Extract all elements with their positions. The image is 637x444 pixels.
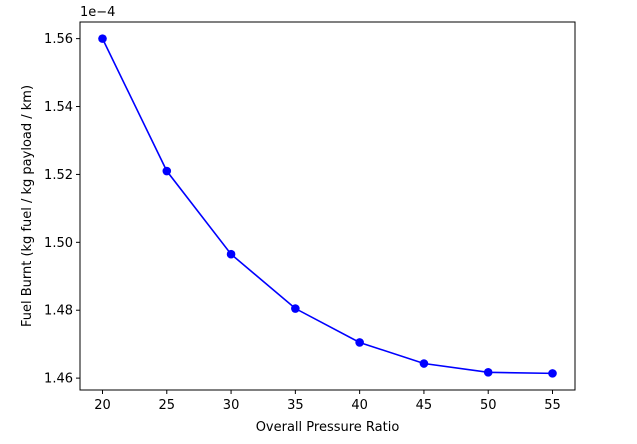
- plot-area: [80, 22, 575, 390]
- x-tick-label: 20: [94, 398, 111, 413]
- y-axis: 1.46 1.48 1.50 1.52 1.54 1.56: [44, 32, 80, 387]
- x-tick-label: 45: [416, 398, 433, 413]
- x-axis: 20 25 30 35 40 45 50 55: [94, 390, 561, 413]
- y-offset-label: 1e−4: [80, 5, 115, 20]
- x-tick-label: 30: [223, 398, 240, 413]
- y-tick-label: 1.50: [44, 236, 73, 251]
- data-point: [419, 359, 429, 368]
- x-axis-label: Overall Pressure Ratio: [256, 420, 400, 435]
- data-point: [98, 34, 107, 43]
- y-tick-label: 1.52: [44, 168, 73, 183]
- data-point: [548, 369, 557, 378]
- x-tick-label: 55: [544, 398, 561, 413]
- x-tick-label: 50: [480, 398, 497, 413]
- data-point: [355, 338, 364, 347]
- data-point: [291, 304, 300, 313]
- data-point: [162, 166, 172, 176]
- y-axis-label: Fuel Burnt (kg fuel / kg payload / km): [20, 85, 35, 327]
- series-line: [101, 38, 553, 375]
- y-tick-label: 1.54: [44, 100, 73, 115]
- data-point: [483, 368, 493, 377]
- x-tick-label: 25: [159, 398, 176, 413]
- data-point: [226, 249, 236, 259]
- y-tick-label: 1.46: [44, 372, 73, 387]
- y-tick-label: 1.48: [44, 304, 73, 319]
- series-group: [98, 34, 557, 378]
- x-tick-label: 40: [351, 398, 368, 413]
- plot-frame: [79, 21, 576, 391]
- y-tick-label: 1.56: [44, 32, 73, 47]
- x-tick-label: 35: [287, 398, 304, 413]
